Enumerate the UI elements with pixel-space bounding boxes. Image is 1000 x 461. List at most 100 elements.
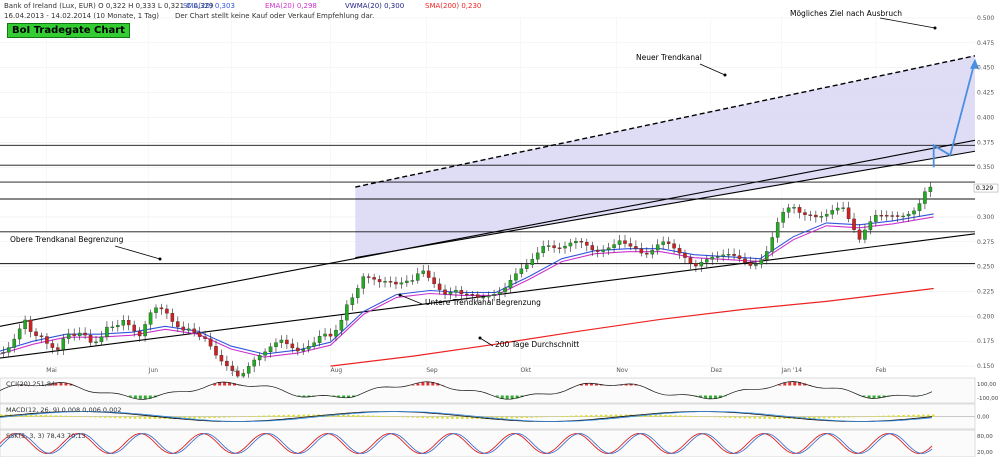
new-channel-fill: [355, 56, 975, 258]
macd-histogram-bar: [89, 417, 92, 418]
indicator-panel-macd: MACD(12, 26, 9) 0,008 0,006 0,002 0,00: [0, 404, 990, 429]
macd-histogram-bar: [431, 417, 434, 419]
candle-body: [45, 337, 48, 344]
candle-body: [105, 327, 108, 337]
candle-body: [362, 277, 365, 289]
candle-body: [782, 212, 785, 222]
candle-body: [640, 249, 643, 253]
macd-histogram-bar: [30, 415, 33, 417]
legend-vwma20: VWMA(20) 0,300: [345, 2, 404, 10]
macd-histogram-bar: [535, 417, 538, 418]
candle-body: [378, 279, 381, 282]
x-tick-label: Jul: [230, 367, 239, 374]
candle-body: [318, 336, 321, 343]
macd-histogram-bar: [347, 415, 350, 417]
macd-histogram-bar: [248, 416, 251, 417]
macd-histogram-bar: [263, 416, 266, 417]
macd-histogram-bar: [421, 417, 424, 419]
disclaimer: Der Chart stellt keine Kauf oder Verkauf…: [175, 12, 374, 20]
cci-overbought-area: [421, 382, 424, 385]
indicator-range-label: 20,00: [977, 450, 993, 456]
candle-body: [651, 250, 654, 254]
y-tick-label: 0.300: [977, 214, 994, 221]
candle-body: [313, 343, 316, 346]
macd-histogram-bar: [253, 416, 256, 417]
candle-body: [247, 366, 250, 373]
candle-body: [607, 248, 610, 250]
sma200-line: [331, 289, 934, 367]
macd-histogram-bar: [674, 415, 677, 417]
candle-body: [280, 340, 283, 343]
cci-overbought-area: [426, 382, 429, 386]
cci-oversold-area: [709, 396, 712, 399]
cci-overbought-area: [788, 382, 791, 386]
candle-body: [602, 250, 605, 252]
candle-body: [389, 281, 392, 282]
candle-body: [258, 355, 261, 360]
macd-histogram-bar: [763, 417, 766, 419]
macd-histogram-bar: [357, 415, 360, 417]
macd-histogram-bar: [456, 417, 459, 419]
candle-body: [509, 280, 512, 288]
macd-histogram-bar: [233, 417, 236, 418]
macd-histogram-bar: [654, 415, 657, 417]
candle-body: [689, 258, 692, 264]
candle-body: [367, 277, 370, 278]
macd-histogram-bar: [887, 416, 890, 417]
indicator-range-label: 100,00: [977, 382, 997, 388]
macd-histogram-bar: [843, 417, 846, 418]
candle-body: [220, 355, 223, 361]
candle-body: [351, 298, 354, 305]
x-tick-label: Feb: [876, 367, 887, 374]
label-upper-channel: Obere Trendkanal Begrenzung: [10, 235, 124, 244]
macd-histogram-bar: [902, 415, 905, 417]
macd-histogram-bar: [773, 417, 776, 419]
candle-body: [203, 337, 206, 339]
macd-histogram-bar: [124, 417, 127, 419]
macd-histogram-bar: [848, 417, 851, 418]
candle-body: [869, 222, 872, 230]
candle-body: [531, 259, 534, 265]
macd-histogram-bar: [218, 417, 221, 418]
candle-body: [111, 327, 114, 328]
candle-body: [771, 237, 774, 251]
macd-histogram-bar: [74, 416, 77, 417]
candle-body: [269, 347, 272, 352]
macd-histogram-bar: [258, 416, 261, 417]
cci-oversold-area: [506, 396, 509, 400]
candle-body: [471, 294, 474, 295]
candle-body: [918, 204, 921, 211]
macd-histogram-bar: [878, 416, 881, 417]
indicator-range-label: -100,00: [977, 396, 999, 402]
cci-overbought-area: [59, 383, 62, 386]
candle-body: [623, 241, 626, 244]
x-tick-label: Okt: [521, 367, 532, 374]
macd-histogram-bar: [134, 417, 137, 419]
label-target: Mögliches Ziel nach Ausbruch: [790, 9, 902, 18]
macd-histogram-bar: [560, 416, 563, 417]
indicator-label: MACD(12, 26, 9) 0,008 0,006 0,002: [6, 406, 122, 414]
macd-histogram-bar: [838, 417, 841, 418]
candle-body: [634, 246, 637, 248]
candle-body: [503, 288, 506, 292]
macd-histogram-bar: [759, 417, 762, 419]
macd-histogram-bar: [362, 415, 365, 417]
indicator-range-label: 0,00: [977, 415, 990, 421]
macd-histogram-bar: [238, 417, 241, 418]
macd-histogram-bar: [94, 417, 97, 418]
macd-histogram-bar: [144, 417, 147, 419]
macd-histogram-bar: [69, 416, 72, 417]
macd-histogram-bar: [84, 417, 87, 418]
candle-body: [433, 278, 436, 284]
macd-histogram-bar: [540, 417, 543, 418]
candle-body: [923, 192, 926, 204]
candle-body: [825, 214, 828, 216]
candle-body: [683, 253, 686, 258]
cci-overbought-area: [218, 383, 221, 386]
candle-body: [798, 207, 801, 212]
candle-body: [569, 243, 572, 246]
candle-body: [56, 348, 59, 350]
macd-histogram-bar: [555, 416, 558, 417]
